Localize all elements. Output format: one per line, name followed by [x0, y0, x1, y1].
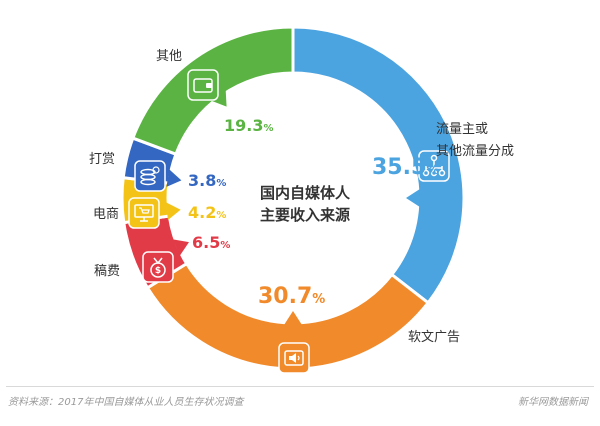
slice-2-value: 30.7% — [258, 284, 325, 309]
slice-4-pointer — [166, 202, 181, 221]
slice-1-label: 其他流量分成 — [436, 144, 514, 159]
svg-text:$: $ — [155, 266, 161, 276]
slice-2-pointer — [284, 311, 302, 325]
slice-1-arc — [291, 25, 466, 305]
slice-1-pointer — [406, 189, 420, 207]
chart-title-line: 国内自媒体人 — [260, 184, 351, 202]
footer-divider — [6, 386, 594, 387]
slice-2-label: 软文广告 — [408, 330, 460, 345]
slice-6-value: 19.3% — [224, 116, 274, 135]
speaker-icon — [278, 342, 310, 374]
coins-icon — [134, 160, 166, 192]
chart-title-line: 主要收入来源 — [260, 206, 350, 224]
network-icon — [418, 150, 450, 182]
slice-4-value: 4.2% — [188, 203, 226, 222]
wallet-icon — [187, 69, 219, 101]
moneybag-icon: $ — [142, 251, 174, 283]
footer-source: 资料来源：2017年中国自媒体从业人员生存状况调查 — [8, 397, 244, 408]
slice-2-arc — [145, 261, 431, 371]
slice-5-label: 打赏 — [89, 152, 115, 167]
footer-brand: 新华网数据新闻 — [518, 397, 588, 408]
slice-5-value: 3.8% — [188, 171, 226, 190]
cart-screen-icon — [128, 197, 160, 229]
slice-6-pointer — [211, 90, 227, 107]
slice-1-label: 流量主或 — [436, 122, 488, 137]
slice-4-label: 电商 — [93, 207, 119, 222]
slice-5-pointer — [166, 169, 182, 187]
slice-3-pointer — [172, 239, 189, 256]
slice-3-value: 6.5% — [192, 233, 230, 252]
slice-1-value: 35.5% — [372, 155, 439, 180]
slice-6-label: 其他 — [156, 49, 182, 64]
slice-3-label: 稿费 — [94, 263, 120, 279]
